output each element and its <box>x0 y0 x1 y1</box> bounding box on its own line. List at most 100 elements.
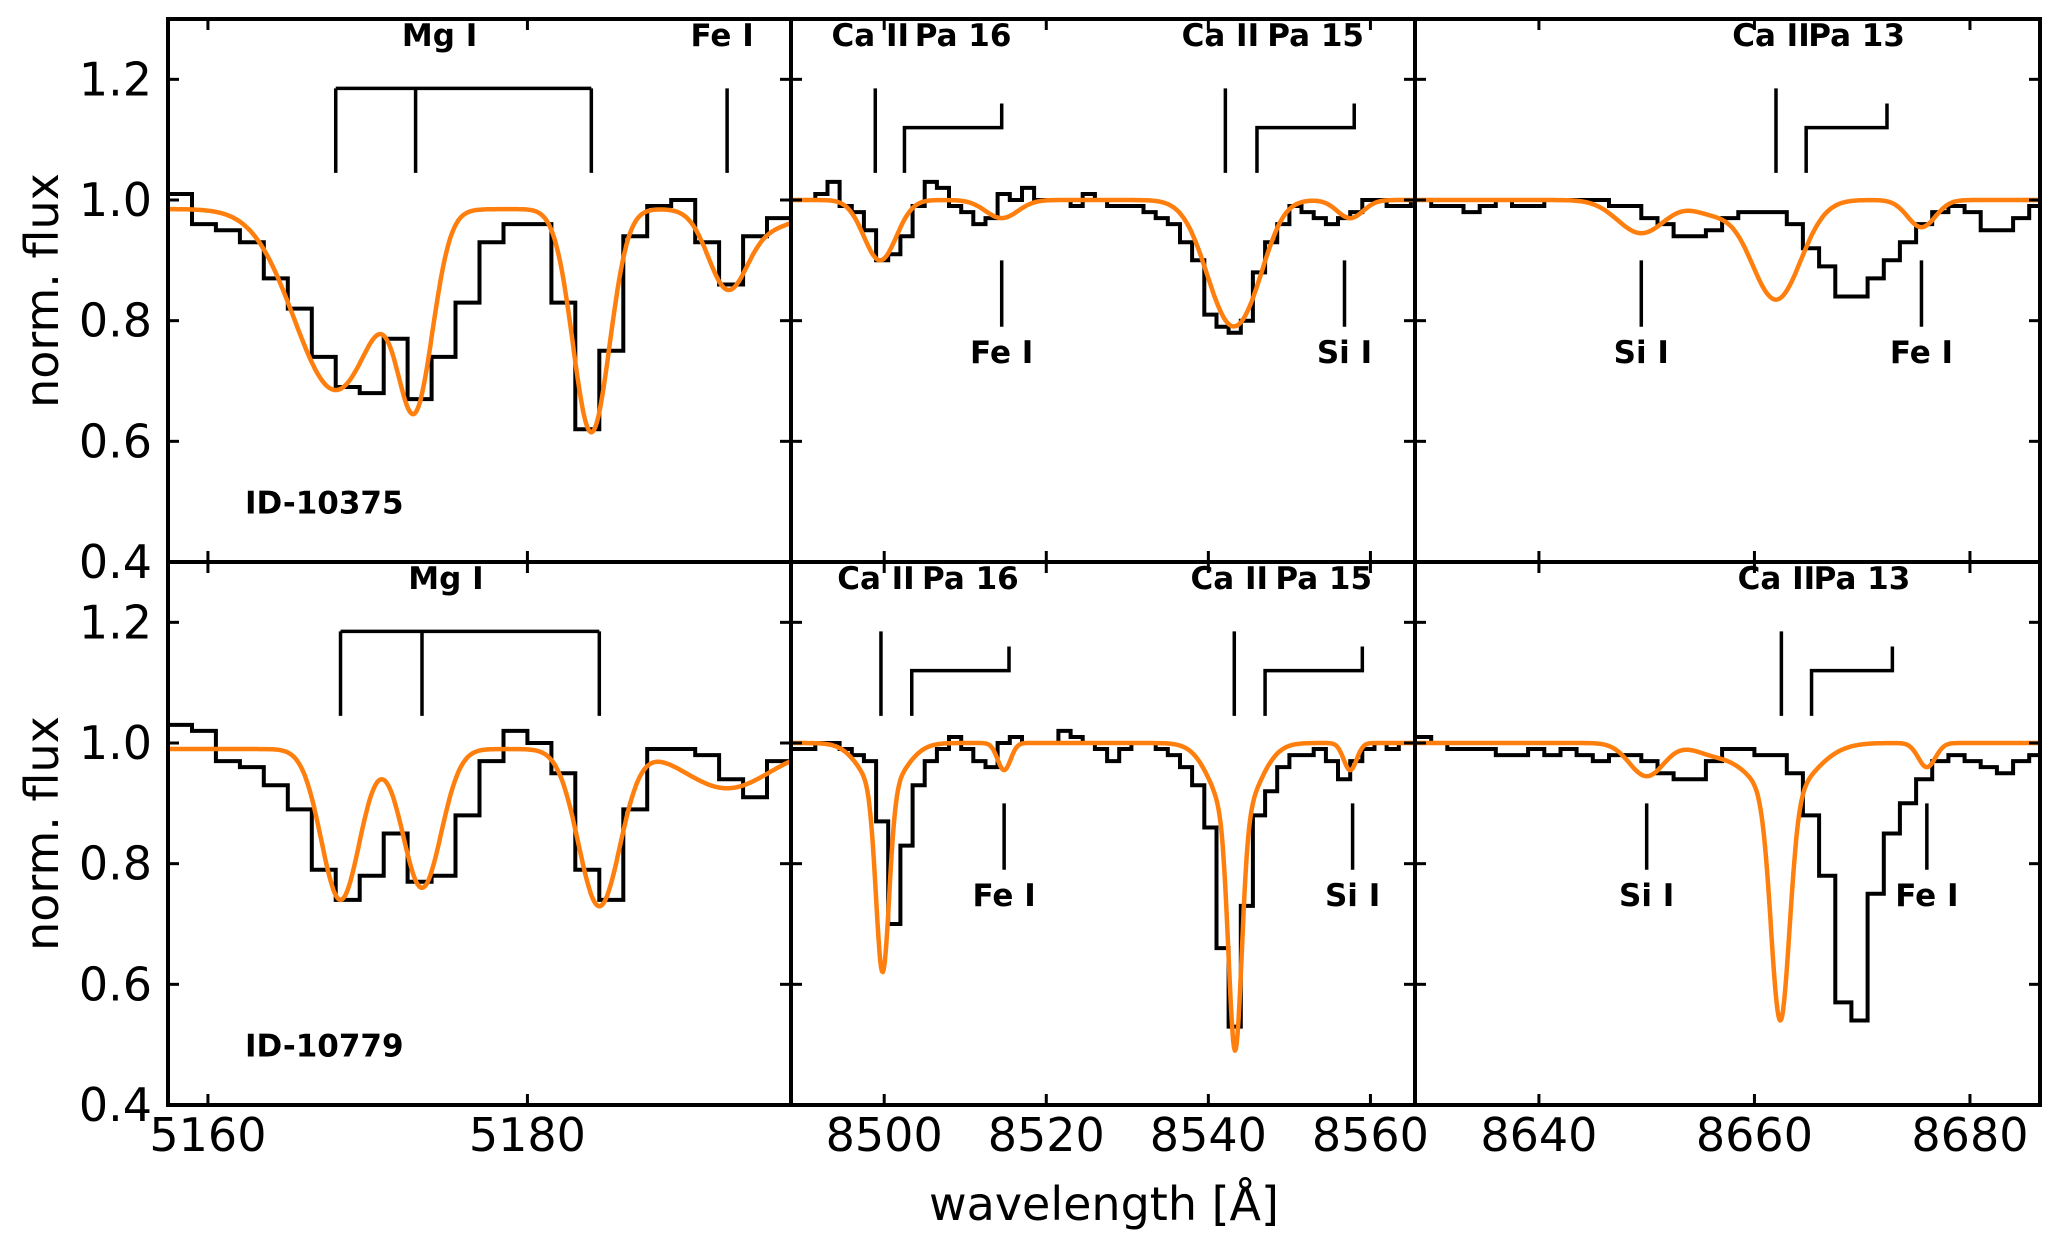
line-label: Si I <box>1325 878 1380 914</box>
x-tick-label: 8520 <box>988 1108 1105 1162</box>
line-marker: Fe I <box>1895 803 1958 914</box>
x-tick-label: 8680 <box>1911 1108 2028 1162</box>
x-tick-label: 8500 <box>826 1108 943 1162</box>
observed-spectrum <box>1415 198 2040 299</box>
line-marker: Ca II <box>1182 18 1260 173</box>
line-hook <box>1809 646 1895 716</box>
line-label: Pa 16 <box>915 18 1012 54</box>
line-marker: Fe I <box>1890 260 1953 371</box>
panel-frame <box>1413 17 2042 564</box>
line-label: Fe I <box>690 18 753 54</box>
y-tick-label: 0.4 <box>79 535 152 589</box>
line-label: Si I <box>1614 335 1669 371</box>
line-label: Fe I <box>1890 335 1953 371</box>
panel-frame <box>789 560 1417 1107</box>
line-marker: Pa 15 <box>1255 18 1364 173</box>
line-marker: Si I <box>1614 260 1669 371</box>
line-marker: Mg I <box>338 561 602 716</box>
x-axis-label: wavelength [Å] <box>929 1177 1279 1231</box>
line-label: Fe I <box>970 335 1033 371</box>
line-label: Ca II <box>1191 561 1269 597</box>
line-marker: Fe I <box>972 803 1036 914</box>
x-tick-label: 5180 <box>469 1108 586 1162</box>
line-hook <box>1804 103 1889 173</box>
line-label: Fe I <box>1895 878 1958 914</box>
line-label: Fe I <box>972 878 1035 914</box>
line-label: Si I <box>1317 335 1372 371</box>
x-tick-label: 8640 <box>1480 1108 1597 1162</box>
x-tick-label: 5160 <box>149 1108 266 1162</box>
observed-spectrum <box>168 192 791 432</box>
y-tick-label: 0.4 <box>79 1078 152 1132</box>
line-label: Ca II <box>1738 561 1816 597</box>
y-tick-label: 0.8 <box>79 294 152 348</box>
line-label: Mg I <box>402 18 477 54</box>
axis-labels: 0.4 0.6 0.8 1.0 1.2 norm. flux 0.4 0.6 0.8 1.0 1.2… <box>15 52 2028 1231</box>
panel-frame <box>166 560 793 1107</box>
panel-r2-c1: Mg I ID-10779 <box>168 561 791 1065</box>
observed-spectrum <box>1415 735 2040 1023</box>
star-id-label: ID-10375 <box>245 486 404 522</box>
line-label: Ca II <box>832 18 910 54</box>
line-marker: Si I <box>1325 803 1380 914</box>
x-tick-label: 8660 <box>1696 1108 1813 1162</box>
line-marker: Ca II <box>1191 561 1269 716</box>
model-spectrum <box>168 206 791 435</box>
line-marker: Ca II <box>1732 18 1810 173</box>
model-spectrum <box>1415 740 2040 1023</box>
line-label: Ca II <box>1182 18 1260 54</box>
y-tick-label: 1.0 <box>79 716 152 770</box>
line-label: Pa 15 <box>1275 561 1372 597</box>
line-hook <box>902 103 1004 173</box>
line-marker: Si I <box>1619 803 1674 914</box>
line-marker: Pa 13 <box>1809 561 1911 716</box>
line-label: Ca II <box>1732 18 1810 54</box>
panel-r1-c1: Mg I Fe I ID-10375 <box>168 18 791 522</box>
y-axis-label: norm. flux <box>15 716 69 951</box>
y-axis-label: norm. flux <box>15 173 69 408</box>
line-marker: Ca II <box>1738 561 1816 716</box>
line-marker: Ca II <box>832 18 910 173</box>
line-hook <box>1255 103 1356 173</box>
y-tick-label: 1.0 <box>79 173 152 227</box>
x-tick-label: 8560 <box>1312 1108 1429 1162</box>
line-marker: Mg I <box>333 18 594 173</box>
line-label: Mg I <box>408 561 483 597</box>
star-id-label: ID-10779 <box>245 1029 404 1065</box>
line-label: Pa 13 <box>1814 561 1911 597</box>
panel-frame <box>789 17 1417 564</box>
model-spectrum <box>1415 197 2040 302</box>
line-marker: Pa 13 <box>1804 18 1905 173</box>
line-label: Pa 13 <box>1808 18 1905 54</box>
y-tick-label: 0.6 <box>79 414 152 468</box>
model-spectrum <box>168 746 791 909</box>
line-marker: Pa 15 <box>1263 561 1372 716</box>
y-tick-label: 0.6 <box>79 957 152 1011</box>
line-label: Si I <box>1619 878 1674 914</box>
observed-spectrum <box>791 728 1415 1029</box>
line-label: Pa 16 <box>922 561 1019 597</box>
model-spectrum <box>791 197 1415 329</box>
line-marker: Fe I <box>690 18 754 173</box>
axes-frames <box>166 17 2042 1107</box>
line-marker: Fe I <box>970 260 1033 371</box>
observed-spectrum <box>168 722 791 902</box>
line-label: Ca II <box>837 561 915 597</box>
panel-frame <box>1413 560 2042 1107</box>
line-marker: Pa 16 <box>909 561 1019 716</box>
y-tick-label: 0.8 <box>79 837 152 891</box>
x-tick-label: 8540 <box>1150 1108 1267 1162</box>
line-marker: Si I <box>1317 260 1372 371</box>
line-marker: Pa 16 <box>902 18 1012 173</box>
line-marker: Ca II <box>837 561 915 716</box>
line-hook <box>1263 646 1365 716</box>
model-spectrum <box>791 740 1415 1053</box>
y-tick-label: 1.2 <box>79 595 152 649</box>
y-tick-label: 1.2 <box>79 52 152 106</box>
